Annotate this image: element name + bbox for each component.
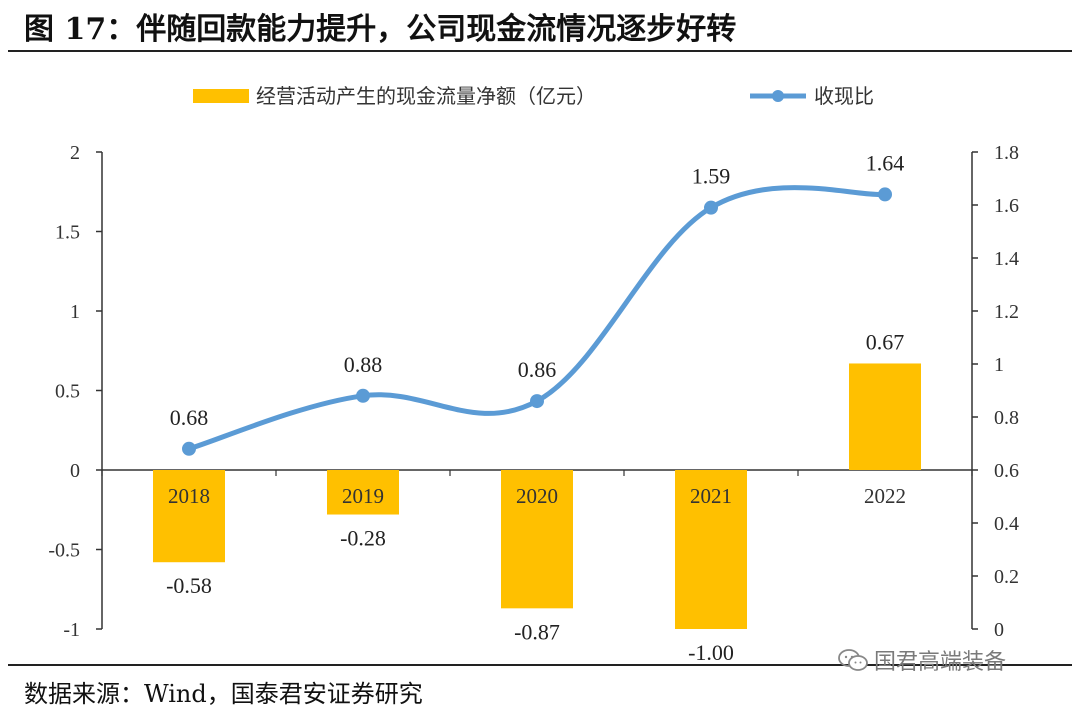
right-axis-tick-label: 1.8	[994, 142, 1019, 164]
combo-chart: 经营活动产生的现金流量净额（亿元） 收现比 -1 -0.5 0 0.5 1 1.5 2 0 0.…	[48, 84, 1019, 664]
line-value-label: 0.68	[170, 405, 209, 430]
source-note: 数据来源：Wind，国泰君安证券研究	[24, 680, 423, 708]
line-point-2022	[878, 187, 892, 202]
bar-value-label: 0.67	[866, 329, 905, 354]
left-axis-tick-label: -1	[63, 619, 80, 641]
watermark: 国君高端装备	[838, 644, 1006, 676]
line-value-label: 0.88	[344, 352, 383, 377]
legend-label-bar: 经营活动产生的现金流量净额（亿元）	[256, 84, 596, 108]
line-value-label: 1.59	[692, 164, 731, 189]
bar-2019	[327, 470, 399, 515]
right-axis-tick-label: 0	[994, 619, 1004, 641]
category-label: 2021	[690, 484, 732, 508]
left-axis-tick-label: 2	[70, 142, 80, 164]
axes-layer: -1 -0.5 0 0.5 1 1.5 2 0 0.2 0.4 0.6 0.8 1 1.2 1.4 1.6 1.…	[48, 142, 1019, 641]
left-axis-tick-label: 1.5	[55, 222, 80, 244]
wechat-icon	[838, 649, 868, 671]
bar-2021	[675, 470, 747, 629]
watermark-text: 国君高端装备	[874, 650, 1007, 675]
category-label: 2020	[516, 484, 558, 508]
line-layer	[182, 185, 892, 456]
left-axis-tick-label: -0.5	[48, 540, 80, 562]
bar-value-label: -0.28	[340, 526, 386, 551]
category-label: 2018	[168, 484, 210, 508]
right-axis-tick-label: 1.6	[994, 195, 1019, 217]
bar-value-label: -0.58	[166, 573, 212, 598]
legend-label-line: 收现比	[814, 84, 874, 108]
line-point-2018	[182, 441, 196, 456]
right-axis-tick-label: 0.4	[994, 513, 1019, 535]
left-axis-tick-label: 1	[70, 301, 80, 323]
left-axis-tick-label: 0.5	[55, 381, 80, 403]
right-axis-tick-label: 0.8	[994, 407, 1019, 429]
footer-divider	[8, 664, 1072, 666]
figure-title: 图 17：伴随回款能力提升，公司现金流情况逐步好转	[24, 12, 737, 47]
legend-swatch-bar	[193, 89, 249, 103]
right-axis-tick-label: 1.4	[994, 248, 1019, 270]
legend-swatch-marker	[772, 90, 784, 102]
labels-layer: -0.58 -0.28 -0.87 -1.00 0.67 2018 2019 2020 2021…	[166, 150, 906, 664]
right-axis-tick-label: 1.2	[994, 301, 1019, 323]
chart-legend: 经营活动产生的现金流量净额（亿元） 收现比	[193, 84, 874, 108]
line-value-label: 0.86	[518, 357, 557, 382]
category-label: 2022	[864, 484, 906, 508]
bar-2018	[153, 470, 225, 563]
series-line-collection-ratio	[186, 185, 888, 452]
title-divider	[8, 50, 1072, 52]
category-label: 2019	[342, 484, 384, 508]
line-point-2021	[704, 200, 718, 215]
line-point-2019	[356, 388, 370, 403]
left-axis-tick-label: 0	[70, 460, 80, 482]
line-value-label: 1.64	[866, 150, 905, 175]
bar-value-label: -0.87	[514, 619, 560, 644]
bar-2020	[501, 470, 573, 609]
right-axis-tick-label: 0.6	[994, 460, 1019, 482]
bar-2022	[849, 363, 921, 470]
right-axis-tick-label: 1	[994, 354, 1004, 376]
bar-value-label: -1.00	[688, 640, 734, 664]
bars-layer	[153, 363, 921, 629]
line-point-2020	[530, 394, 544, 409]
right-axis-tick-label: 0.2	[994, 566, 1019, 588]
